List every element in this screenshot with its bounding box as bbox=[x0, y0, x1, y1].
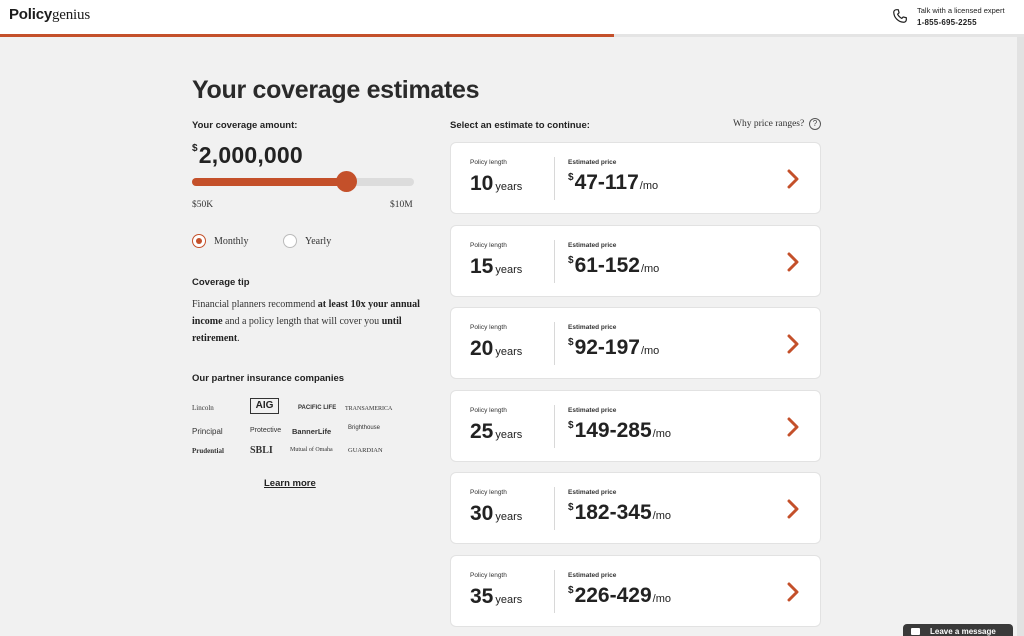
scrollbar[interactable] bbox=[1017, 37, 1024, 636]
estimate-card[interactable]: Policy length 35 years Estimated price $226-… bbox=[450, 554, 821, 627]
card-divider bbox=[554, 487, 555, 530]
estimated-price-label: Estimated price bbox=[568, 159, 617, 166]
leave-message-tab[interactable]: Leave a message bbox=[903, 624, 1013, 636]
expert-phone-number[interactable]: 1-855-695-2255 bbox=[917, 18, 977, 27]
card-divider bbox=[554, 239, 555, 283]
progress-bar bbox=[0, 34, 1024, 37]
policy-length-value: 10 years bbox=[470, 172, 523, 195]
policy-length-label: Policy length bbox=[470, 241, 507, 249]
estimated-price-value: $182-345/mo bbox=[568, 501, 671, 524]
estimated-price-value: $149-285/mo bbox=[568, 418, 671, 442]
policy-length-label: Policy length bbox=[470, 571, 507, 579]
partner-logo-lincoln: Lincoln bbox=[192, 404, 214, 412]
phone-icon[interactable] bbox=[892, 8, 908, 24]
expert-label: Talk with a licensed expert bbox=[917, 6, 1005, 15]
slider-min-label: $50K bbox=[192, 200, 214, 210]
envelope-icon bbox=[911, 628, 920, 635]
policy-length-label: Policy length bbox=[470, 406, 507, 414]
policy-length-label: Policy length bbox=[470, 324, 507, 331]
policy-length-value: 30 years bbox=[470, 502, 523, 525]
partner-logo-aig: AIG bbox=[250, 398, 279, 414]
policygenius-logo[interactable]: Policygenius bbox=[9, 6, 90, 23]
yearly-radio[interactable] bbox=[283, 234, 297, 248]
estimated-price-value: $47-117/mo bbox=[568, 171, 659, 194]
page-title: Your coverage estimates bbox=[192, 76, 480, 104]
partners-title: Our partner insurance companies bbox=[192, 373, 345, 384]
estimated-price-label: Estimated price bbox=[568, 489, 617, 496]
chevron-right-icon[interactable] bbox=[786, 417, 800, 437]
estimate-card[interactable]: Policy length 20 years Estimated price $92-1… bbox=[450, 307, 821, 379]
coverage-amount-value: $2,000,000 bbox=[192, 142, 303, 168]
card-divider bbox=[554, 157, 555, 200]
estimate-card[interactable]: Policy length 15 years Estimated price $61-1… bbox=[450, 224, 821, 297]
policy-length-label: Policy length bbox=[470, 489, 507, 496]
slider-max-label: $10M bbox=[390, 200, 413, 210]
partner-logo-sbli: SBLI bbox=[250, 445, 273, 456]
partner-logo-protective: Protective bbox=[250, 427, 282, 434]
progress-bar-fill bbox=[0, 34, 615, 37]
coverage-tip-text: Financial planners recommend at least 10… bbox=[192, 299, 420, 344]
chevron-right-icon[interactable] bbox=[786, 169, 800, 189]
top-header: Policygenius Talk with a licensed expert… bbox=[0, 0, 1024, 34]
monthly-radio[interactable] bbox=[192, 234, 206, 248]
why-price-ranges-link[interactable]: Why price ranges? bbox=[733, 119, 805, 129]
estimated-price-value: $226-429/mo bbox=[568, 583, 671, 607]
estimated-price-value: $92-197/mo bbox=[568, 336, 660, 359]
estimated-price-label: Estimated price bbox=[568, 324, 617, 331]
learn-more-link[interactable]: Learn more bbox=[264, 478, 316, 489]
card-divider bbox=[554, 404, 555, 448]
coverage-slider-thumb[interactable] bbox=[336, 171, 358, 192]
estimated-price-label: Estimated price bbox=[568, 571, 617, 579]
policy-length-value: 35 years bbox=[470, 584, 523, 608]
policy-length-value: 20 years bbox=[470, 337, 523, 360]
coverage-amount-label: Your coverage amount: bbox=[192, 120, 298, 131]
leave-message-label: Leave a message bbox=[930, 627, 996, 636]
partner-logo-prudential: Prudential bbox=[192, 447, 224, 455]
estimate-card[interactable]: Policy length 10 years Estimated price $47-1… bbox=[450, 142, 821, 214]
chevron-right-icon[interactable] bbox=[786, 499, 800, 519]
select-estimate-label: Select an estimate to continue: bbox=[450, 120, 590, 131]
estimated-price-label: Estimated price bbox=[568, 406, 617, 414]
partner-logo-mutual-of-omaha: Mutual of Omaha bbox=[290, 447, 333, 453]
partner-logo-pacific-life: PACIFIC LIFE bbox=[298, 405, 337, 411]
chevron-right-icon[interactable] bbox=[786, 252, 800, 272]
card-divider bbox=[554, 569, 555, 613]
card-divider bbox=[554, 322, 555, 365]
policy-length-value: 15 years bbox=[470, 254, 523, 278]
policy-length-value: 25 years bbox=[470, 419, 523, 443]
question-circle-icon[interactable]: ? bbox=[809, 118, 821, 130]
partner-logo-guardian: GUARDIAN bbox=[348, 447, 383, 454]
monthly-radio-label[interactable]: Monthly bbox=[214, 236, 249, 247]
estimated-price-value: $61-152/mo bbox=[568, 253, 660, 277]
partner-logo-bannerlife: BannerLife bbox=[292, 427, 332, 436]
yearly-radio-label[interactable]: Yearly bbox=[305, 236, 332, 247]
coverage-slider-fill bbox=[192, 178, 347, 186]
partner-logo-transamerica: TRANSAMERICA bbox=[345, 406, 393, 412]
chevron-right-icon[interactable] bbox=[786, 582, 800, 602]
partner-logo-principal: Principal bbox=[192, 427, 223, 436]
coverage-slider[interactable] bbox=[192, 178, 414, 186]
partner-logo-brighthouse: Brighthouse bbox=[348, 425, 381, 431]
estimate-card[interactable]: Policy length 25 years Estimated price $149-… bbox=[450, 389, 821, 462]
estimated-price-label: Estimated price bbox=[568, 241, 617, 249]
coverage-tip-title: Coverage tip bbox=[192, 277, 250, 288]
chevron-right-icon[interactable] bbox=[786, 334, 800, 354]
estimate-card[interactable]: Policy length 30 years Estimated price $182-… bbox=[450, 472, 821, 544]
policy-length-label: Policy length bbox=[470, 159, 507, 166]
